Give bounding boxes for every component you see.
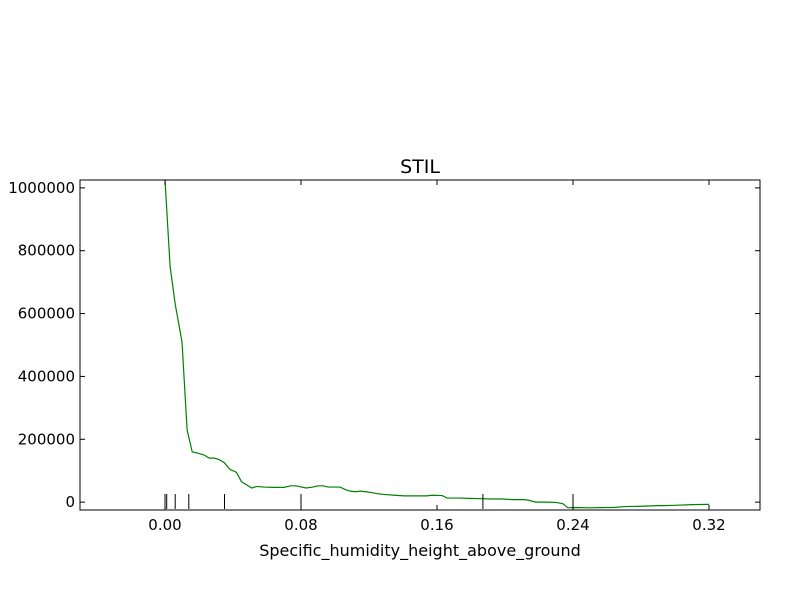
x-tick-label: 0.08 — [284, 516, 317, 534]
x-axis-label: Specific_humidity_height_above_ground — [259, 541, 581, 561]
y-tick-label: 800000 — [18, 242, 75, 260]
y-tick-label: 200000 — [18, 430, 75, 448]
series-line-0 — [164, 180, 710, 509]
x-tick-label: 0.00 — [148, 516, 181, 534]
x-tick-label: 0.32 — [692, 516, 725, 534]
y-tick-label: 1000000 — [8, 179, 75, 197]
y-tick-label: 400000 — [18, 367, 75, 385]
chart-title: STIL — [400, 156, 440, 178]
y-tick-label: 600000 — [18, 305, 75, 323]
x-tick-label: 0.16 — [420, 516, 453, 534]
x-tick-label: 0.24 — [556, 516, 589, 534]
y-tick-label: 0 — [65, 493, 75, 511]
plot-frame — [79, 179, 761, 511]
plot-area: 0.00 0.08 0.16 0.24 0.32 0 200000 400000 600000 8… — [8, 179, 761, 534]
